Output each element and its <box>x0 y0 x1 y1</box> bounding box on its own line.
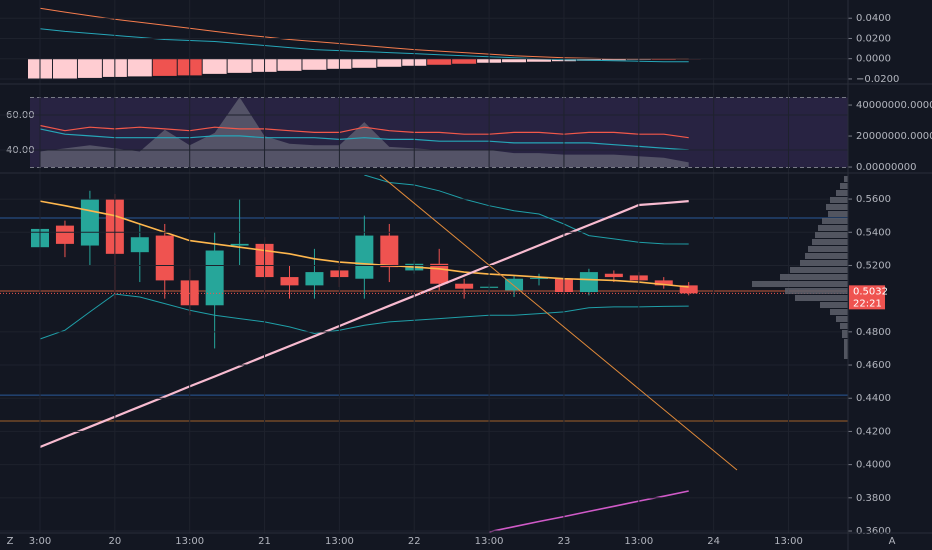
overlay-line <box>39 200 689 288</box>
y-tick-label: 0.0400 <box>856 13 891 24</box>
histogram-bar <box>527 58 551 62</box>
candle-body <box>130 237 149 253</box>
histogram-bar <box>352 58 377 68</box>
y-tick-label: 0.4400 <box>856 393 891 404</box>
oscillator-line <box>39 124 689 139</box>
histogram-bar <box>302 58 327 70</box>
y-tick-label: 0.5400 <box>856 227 891 238</box>
icon-z[interactable]: Z <box>7 536 14 547</box>
y-tick-label: 0.3800 <box>856 493 891 504</box>
candle-body <box>579 272 598 293</box>
histogram-bar <box>127 58 152 77</box>
last-price-box <box>849 285 885 310</box>
panel <box>30 96 848 168</box>
candle-body <box>55 225 74 244</box>
histogram-bar <box>277 58 302 71</box>
volume-profile <box>752 176 848 359</box>
histogram-bar <box>227 58 252 73</box>
histogram-bar <box>202 58 227 74</box>
y-tick-label: 0.4000 <box>856 460 891 471</box>
last-price-label: 0.5032 <box>853 286 888 297</box>
candle-body <box>80 199 99 246</box>
x-tick-label: 13:00 <box>475 536 504 547</box>
y-tick-label: 0.5600 <box>856 194 891 205</box>
trend-line <box>379 174 738 471</box>
indicator-line <box>39 7 689 60</box>
y-tick-label: 0.5200 <box>856 260 891 271</box>
y-tick-label: 0.0200 <box>856 33 891 44</box>
overlay-line <box>39 200 689 449</box>
candle-body <box>380 235 399 268</box>
x-tick-label: 21 <box>258 536 271 547</box>
countdown-label: 22:21 <box>853 298 882 309</box>
candle-body <box>505 278 524 291</box>
x-tick-label: 20 <box>108 536 121 547</box>
y2-tick-label: 40000000.00000000 <box>856 100 932 111</box>
y-tick-label: 0.4600 <box>856 360 891 371</box>
x-tick-label: 22 <box>408 536 421 547</box>
y2-tick-label: 20000000.00000000 <box>856 131 932 142</box>
histogram-bar <box>502 58 527 63</box>
histogram-bar <box>452 58 477 64</box>
candle-body <box>280 277 299 286</box>
y-tick-label: 0.0000 <box>856 54 891 65</box>
x-tick-label: 23 <box>558 536 571 547</box>
candle-body <box>455 283 474 289</box>
band-line <box>364 175 689 245</box>
candle-body <box>430 263 449 284</box>
x-tick-label: 13:00 <box>624 536 653 547</box>
candle-body <box>355 235 374 279</box>
y2-tick-label: 0.00000000 <box>856 162 916 173</box>
candle-body <box>305 272 324 286</box>
oscillator-line <box>39 128 689 151</box>
candle-body <box>230 243 249 246</box>
x-tick-label: 3:00 <box>29 536 51 547</box>
x-tick-label: 13:00 <box>774 536 803 547</box>
y-tick-label: −0.0200 <box>856 74 899 85</box>
candle-body <box>654 280 673 286</box>
x-tick-label: 13:00 <box>175 536 204 547</box>
y-tick-label: 0.4800 <box>856 327 891 338</box>
candle-body <box>205 250 224 306</box>
candle-body <box>604 273 623 278</box>
candle-body <box>679 285 698 294</box>
candle-body <box>530 277 548 279</box>
histogram-bar <box>77 58 102 78</box>
x-tick-label: 24 <box>707 536 720 547</box>
histogram-bar <box>152 58 177 76</box>
x-tick-label: 13:00 <box>325 536 354 547</box>
y-tick-label: 0.3600 <box>856 526 891 537</box>
icon-auto[interactable]: A <box>889 536 896 547</box>
histogram-bar <box>427 58 452 65</box>
histogram-bar <box>52 58 77 79</box>
band-line <box>39 293 689 340</box>
histogram-bar <box>601 58 626 61</box>
histogram-bar <box>377 58 402 67</box>
histogram-bar <box>651 58 676 60</box>
y-tick-label: 0.4200 <box>856 426 891 437</box>
candle-body <box>155 235 174 281</box>
